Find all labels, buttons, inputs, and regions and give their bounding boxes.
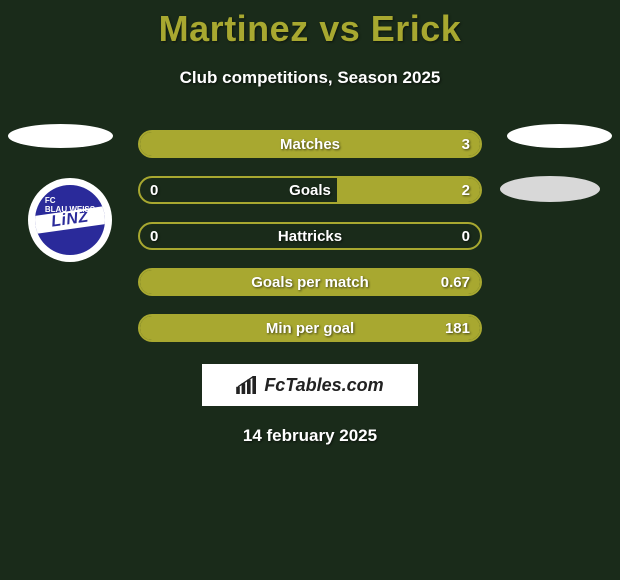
club-mid: BLAU WEISS xyxy=(45,205,95,214)
oval-top-right xyxy=(507,124,612,148)
stat-label: Goals xyxy=(289,182,331,199)
club-logo-inner: FC BLAU WEISS LiNZ . xyxy=(35,185,105,255)
club-fc: FC xyxy=(45,196,56,205)
club-logo: FC BLAU WEISS LiNZ . xyxy=(28,178,112,262)
brand-text: FcTables.com xyxy=(264,375,383,396)
stat-fill xyxy=(337,178,480,202)
stat-label: Matches xyxy=(280,136,340,153)
stat-label: Min per goal xyxy=(266,320,354,337)
page-subtitle: Club competitions, Season 2025 xyxy=(0,68,620,88)
stat-left-value: 0 xyxy=(150,182,158,199)
club-logo-top-text: FC BLAU WEISS xyxy=(45,197,95,215)
stat-row: Matches 3 xyxy=(138,130,482,158)
stat-label: Hattricks xyxy=(278,228,342,245)
chart-icon xyxy=(236,376,258,394)
page-title: Martinez vs Erick xyxy=(0,0,620,50)
stat-row: Min per goal 181 xyxy=(138,314,482,342)
stat-right-value: 3 xyxy=(462,136,470,153)
stat-right-value: 0.67 xyxy=(441,274,470,291)
footer-date: 14 february 2025 xyxy=(0,426,620,446)
oval-top-left xyxy=(8,124,113,148)
stat-left-value: 0 xyxy=(150,228,158,245)
stat-row: Goals per match 0.67 xyxy=(138,268,482,296)
stat-row: 0 Goals 2 xyxy=(138,176,482,204)
stat-label: Goals per match xyxy=(251,274,369,291)
oval-mid-right xyxy=(500,176,600,202)
brand-box[interactable]: FcTables.com xyxy=(202,364,418,406)
stat-right-value: 181 xyxy=(445,320,470,337)
stat-right-value: 2 xyxy=(462,182,470,199)
stat-right-value: 0 xyxy=(462,228,470,245)
stat-row: 0 Hattricks 0 xyxy=(138,222,482,250)
